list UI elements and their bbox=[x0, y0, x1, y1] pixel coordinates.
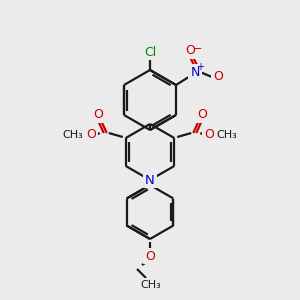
Text: CH₃: CH₃ bbox=[217, 130, 238, 140]
Text: O: O bbox=[197, 109, 207, 122]
Text: O: O bbox=[145, 250, 155, 262]
Text: −: − bbox=[193, 44, 203, 54]
Text: CH₃: CH₃ bbox=[62, 130, 83, 140]
Text: +: + bbox=[196, 62, 204, 72]
Text: O: O bbox=[93, 109, 103, 122]
Text: O: O bbox=[204, 128, 214, 142]
Text: O: O bbox=[213, 70, 223, 83]
Text: O: O bbox=[185, 44, 195, 58]
Text: N: N bbox=[190, 65, 200, 79]
Text: Cl: Cl bbox=[144, 46, 156, 59]
Text: O: O bbox=[86, 128, 96, 142]
Text: N: N bbox=[145, 173, 155, 187]
Text: CH₃: CH₃ bbox=[141, 280, 161, 290]
